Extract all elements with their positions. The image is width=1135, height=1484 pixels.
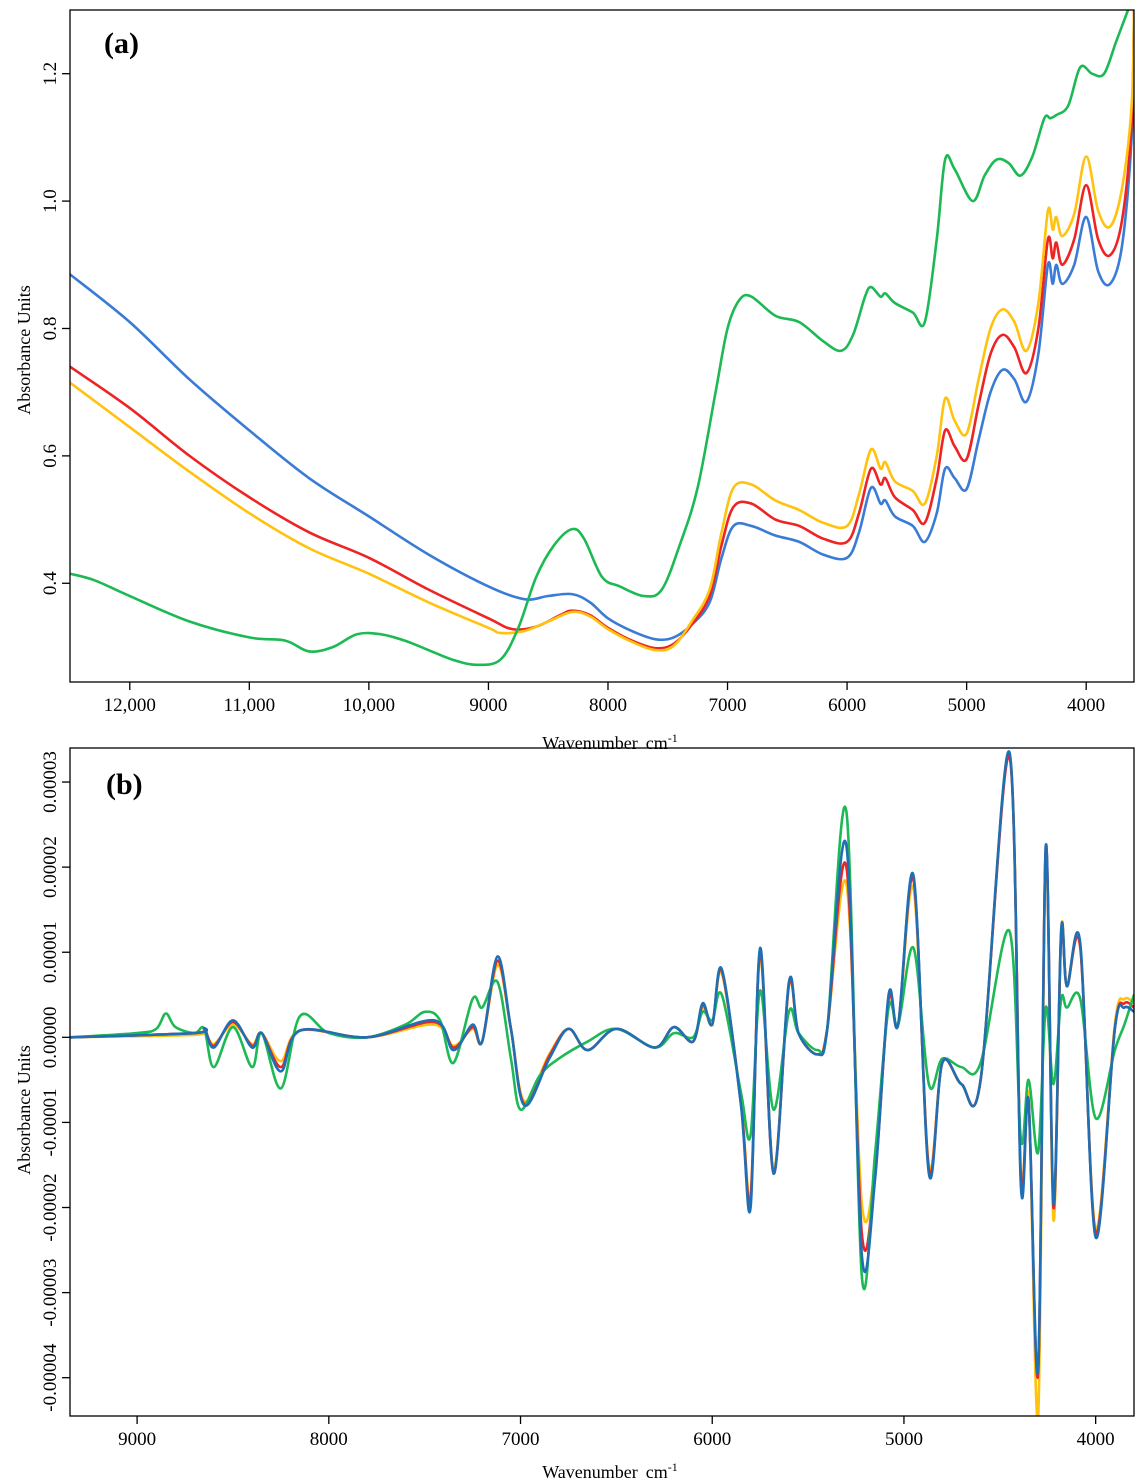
- panel-a-chart: (a) Absorbance Units Wavenumber cm-1 12,0…: [14, 9, 1135, 753]
- panel-a-y-tick-label: 0.8: [40, 317, 61, 341]
- panel-a-x-tick-label: 4000: [1067, 695, 1105, 716]
- panel-b-x-tick-label: 8000: [310, 1429, 348, 1450]
- panel-b-y-tick-label: 0.00000: [40, 1006, 61, 1068]
- panel-b-x-tick-label: 9000: [118, 1429, 156, 1450]
- panel-b-x-axis-title-sup: -1: [668, 1460, 678, 1474]
- panel-b-label: (b): [106, 768, 143, 801]
- panel-b-series-line-4: [70, 750, 1134, 1375]
- panel-b-x-axis-title-unit: cm: [646, 1462, 668, 1482]
- panel-a-x-tick-label: 10,000: [343, 695, 395, 716]
- panel-b-y-tick-label: 0.00001: [40, 921, 61, 983]
- panel-b-y-tick-label: 0.00003: [40, 751, 61, 813]
- panel-b-frame: [69, 747, 1135, 1417]
- panel-a-y-tick-label: 0.6: [40, 444, 61, 468]
- panel-a-series-line-2: [70, 10, 1134, 650]
- panel-b-chart: (b) Absorbance Units Wavenumber cm-1 9000…: [14, 747, 1135, 1482]
- panel-b-series-line-3: [70, 805, 1134, 1291]
- panel-a-y-axis-title: Absorbance Units: [14, 285, 34, 414]
- panel-a-series-line-3: [70, 10, 1134, 652]
- panel-a-series-line-1: [70, 10, 1134, 642]
- panel-a-x-tick-label: 8000: [589, 695, 627, 716]
- panel-a-series-line-4: [70, 10, 1130, 667]
- panel-b-x-axis: 9000 8000 7000 6000 5000 4000: [118, 1416, 1115, 1450]
- panel-b-x-tick-label: 7000: [502, 1429, 540, 1450]
- panel-b-x-axis-title-text: Wavenumber: [542, 1462, 638, 1482]
- panel-b-y-tick-label: -0.00003: [40, 1259, 61, 1327]
- panel-b-y-tick-label: -0.00002: [40, 1173, 61, 1241]
- panel-b-y-tick-label: 0.00002: [40, 836, 61, 898]
- panel-a-y-tick-label: 1.2: [40, 62, 61, 86]
- panel-a-y-axis: 0.4 0.6 0.8 1.0 1.2: [40, 62, 70, 595]
- panel-a-frame: [69, 9, 1135, 683]
- panel-a-series-group: [70, 10, 1134, 667]
- panel-a-x-axis-title-sup: -1: [668, 731, 678, 745]
- panel-b-x-tick-label: 5000: [885, 1429, 923, 1450]
- panel-b-x-axis-title: Wavenumber cm-1: [542, 1460, 678, 1482]
- panel-a-x-tick-label: 11,000: [224, 695, 276, 716]
- panel-a-x-tick-label: 6000: [828, 695, 866, 716]
- panel-a-x-tick-label: 12,000: [104, 695, 156, 716]
- panel-a-label: (a): [104, 27, 139, 60]
- panel-b-x-tick-label: 6000: [693, 1429, 731, 1450]
- panel-b-y-axis-title: Absorbance Units: [14, 1045, 34, 1174]
- panel-b-x-tick-label: 4000: [1077, 1429, 1115, 1450]
- panel-b-y-axis: -0.00004 -0.00003 -0.00002 -0.00001 0.00000 0…: [40, 751, 70, 1412]
- panel-a-x-axis: 12,000 11,000 10,000 9000 8000 7000 6000 5000 40…: [104, 682, 1105, 716]
- panel-a-x-axis-title: Wavenumber cm-1: [542, 731, 678, 753]
- panel-a-x-axis-title-unit: cm: [646, 733, 668, 753]
- panel-a-x-axis-title-text: Wavenumber: [542, 733, 638, 753]
- panel-b-series-group: [70, 750, 1134, 1416]
- panel-b-y-tick-label: -0.00001: [40, 1088, 61, 1156]
- panel-b-y-tick-label: -0.00004: [40, 1343, 61, 1412]
- panel-b-series-line-2: [70, 755, 1134, 1379]
- panel-a-x-tick-label: 7000: [709, 695, 747, 716]
- panel-a-x-tick-label: 9000: [469, 695, 507, 716]
- panel-a-y-tick-label: 0.4: [40, 571, 61, 595]
- panel-b-series-line-1: [70, 750, 1134, 1416]
- panel-a-x-tick-label: 5000: [948, 695, 986, 716]
- panel-a-y-tick-label: 1.0: [40, 189, 61, 213]
